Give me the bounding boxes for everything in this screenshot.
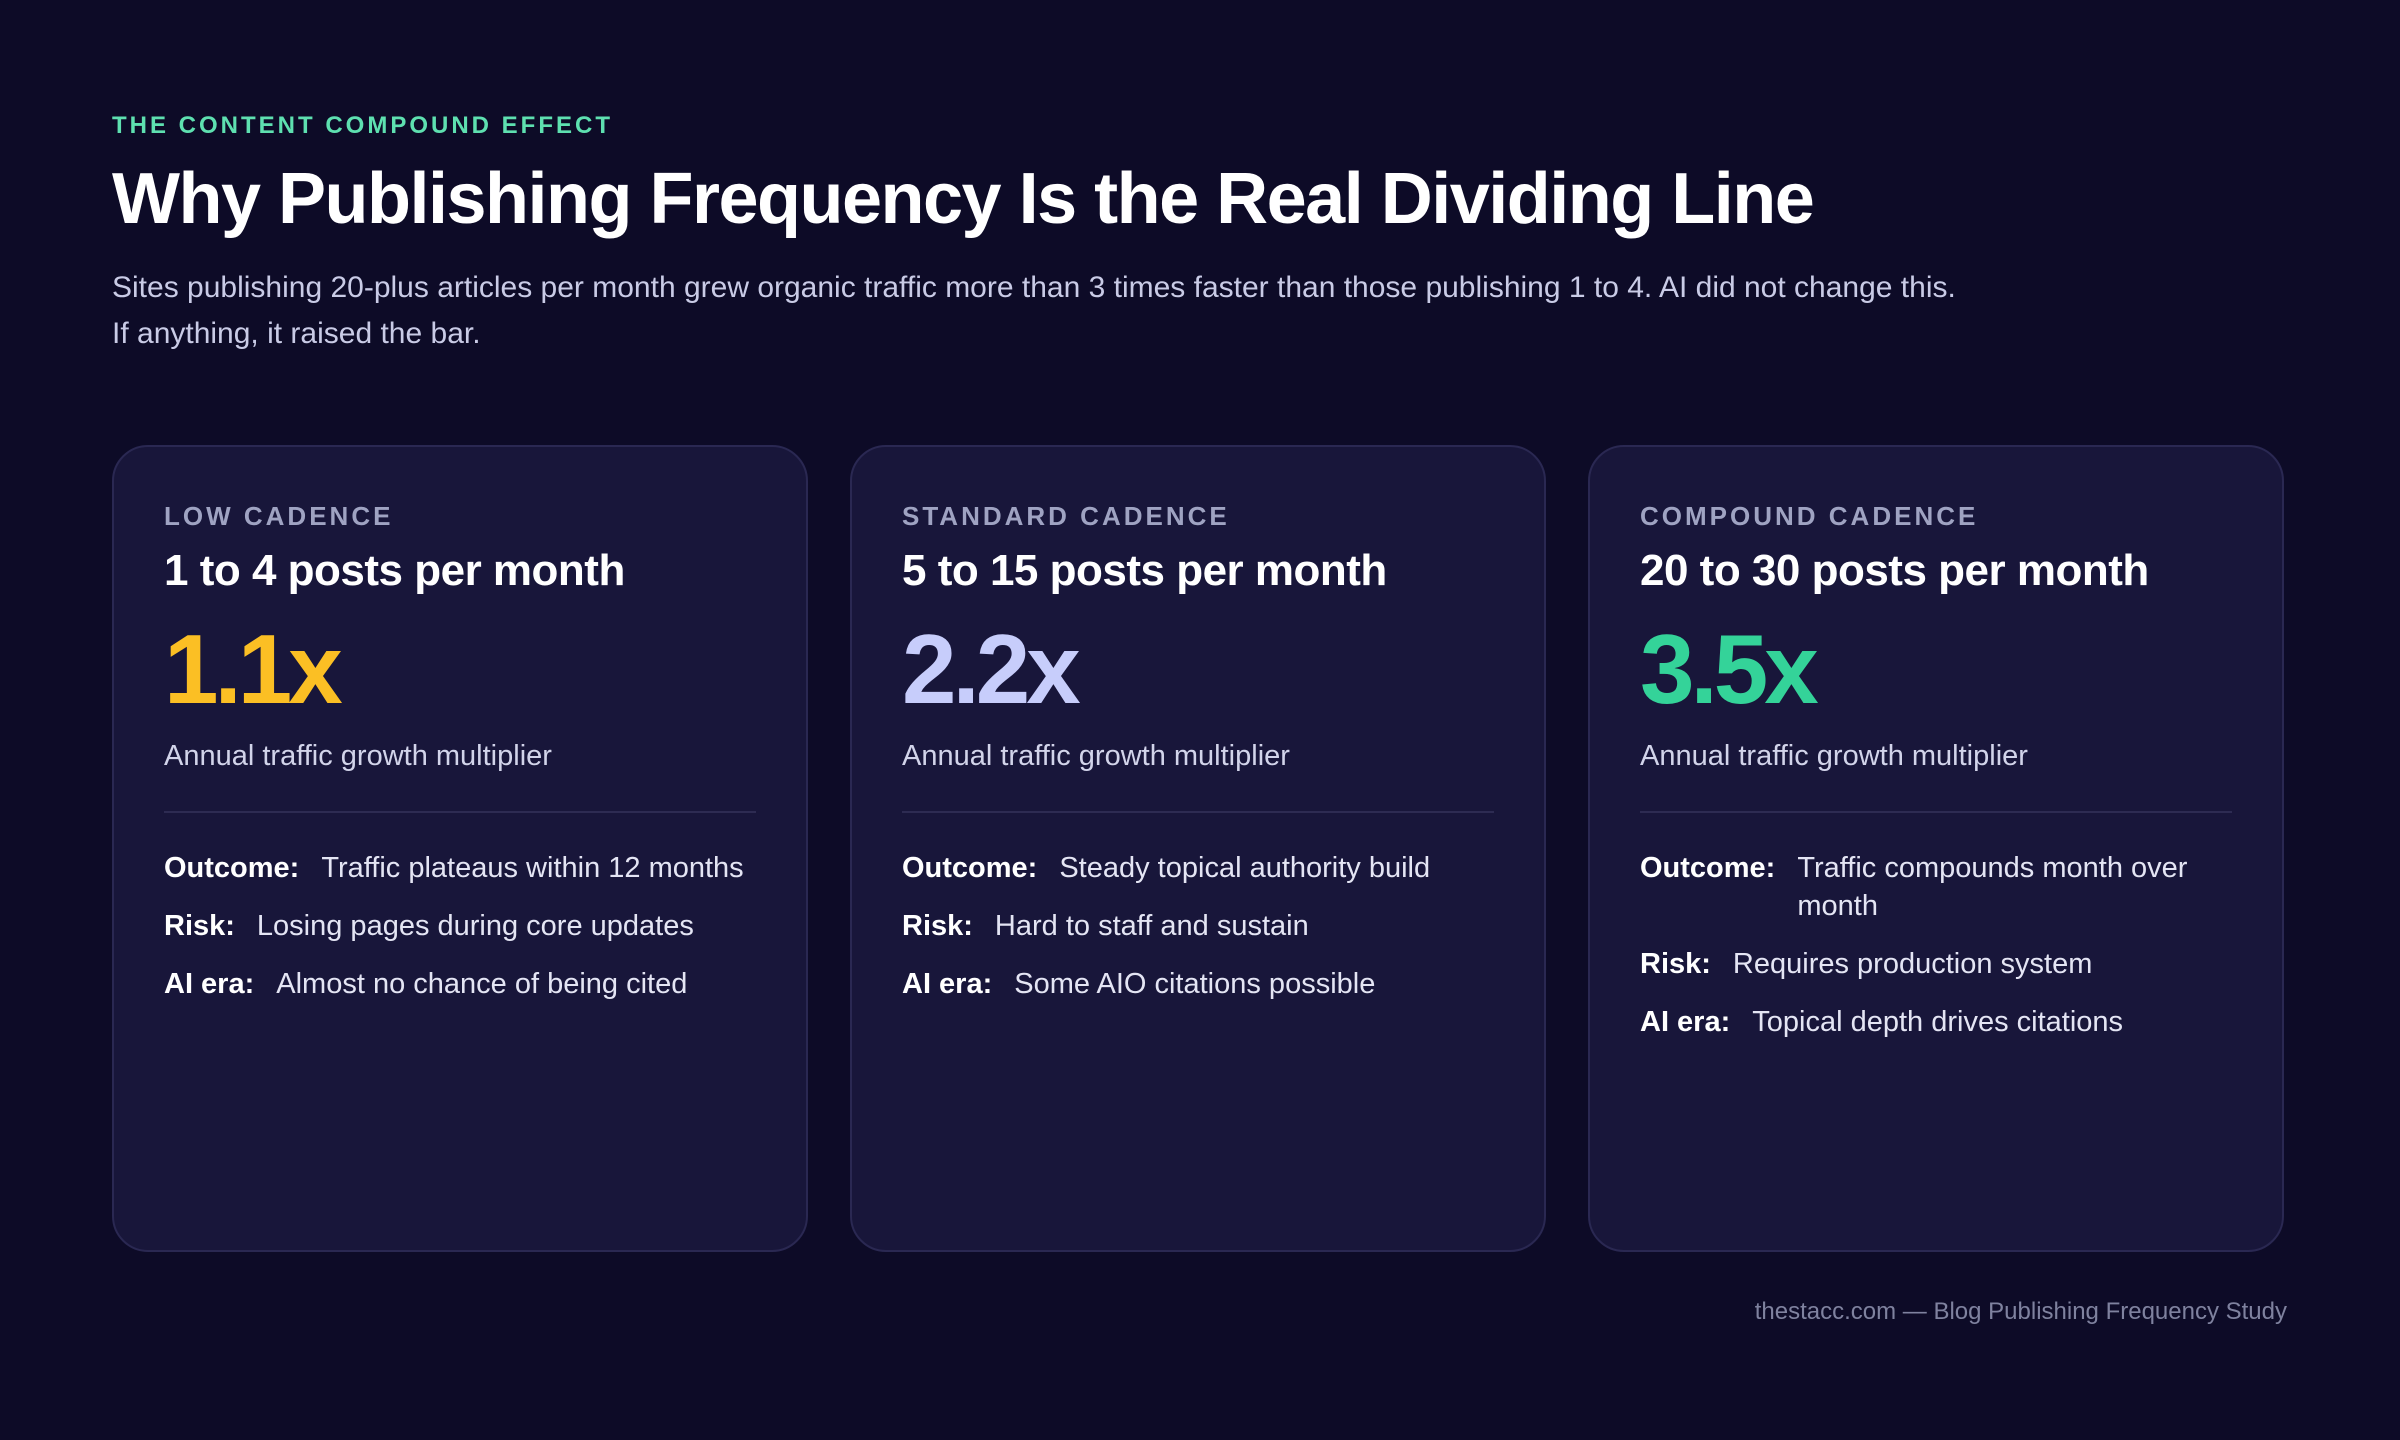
row-key: AI era: bbox=[902, 968, 993, 1000]
caption: Annual traffic growth multiplier bbox=[164, 740, 552, 772]
row-text: Almost no chance of being cited bbox=[276, 968, 688, 1000]
row-key: AI era: bbox=[1640, 1006, 1731, 1038]
title: Why Publishing Frequency Is the Real Div… bbox=[112, 159, 1815, 239]
multiplier: 2.2x bbox=[902, 614, 1081, 724]
footer: thestacc.com — Blog Publishing Frequency… bbox=[1754, 1298, 2287, 1325]
detail-row: Outcome: Traffic plateaus within 12 month… bbox=[164, 849, 756, 887]
card-label: STANDARD CADENCE bbox=[902, 501, 1230, 531]
row-text: Requires production system bbox=[1732, 948, 2093, 980]
row-text: Traffic plateaus within 12 months bbox=[321, 852, 744, 884]
divider bbox=[164, 811, 756, 813]
multiplier: 1.1x bbox=[164, 614, 343, 724]
detail-row: Risk: Requires production system bbox=[1640, 945, 2232, 983]
card-label: COMPOUND CADENCE bbox=[1640, 501, 1979, 531]
detail-row: AI era: Some AIO citations possible bbox=[902, 965, 1494, 1003]
multiplier: 3.5x bbox=[1640, 614, 1819, 724]
row-text: Losing pages during core updates bbox=[256, 910, 694, 942]
row-text: Steady topical authority build bbox=[1059, 852, 1431, 884]
row-key: Outcome: bbox=[902, 852, 1038, 884]
card-heading: 20 to 30 posts per month bbox=[1640, 546, 2149, 595]
row-text: Some AIO citations possible bbox=[1014, 968, 1376, 1000]
detail-row: Risk: Losing pages during core updates bbox=[164, 907, 756, 945]
cards: LOW CADENCE 1 to 4 posts per month 1.1x Ann… bbox=[112, 445, 2284, 1252]
subtitle: Sites publishing 20-plus articles per mo… bbox=[112, 271, 1956, 350]
card-heading: 1 to 4 posts per month bbox=[164, 546, 625, 595]
detail-row: Risk: Hard to staff and sustain bbox=[902, 907, 1494, 945]
row-key: Outcome: bbox=[164, 852, 300, 884]
row-key: Risk: bbox=[164, 910, 235, 942]
caption: Annual traffic growth multiplier bbox=[902, 740, 1290, 772]
detail-row: AI era: Topical depth drives citations bbox=[1640, 1003, 2232, 1041]
divider bbox=[902, 811, 1494, 813]
detail-row: AI era: Almost no chance of being cited bbox=[164, 965, 756, 1003]
row-text: Traffic compounds month over month bbox=[1797, 852, 2188, 922]
card: COMPOUND CADENCE 20 to 30 posts per month… bbox=[1588, 445, 2284, 1252]
row-key: Outcome: bbox=[1640, 852, 1776, 884]
card: LOW CADENCE 1 to 4 posts per month 1.1x Ann… bbox=[112, 445, 808, 1252]
row-text: Topical depth drives citations bbox=[1752, 1006, 2124, 1038]
eyebrow: THE CONTENT COMPOUND EFFECT bbox=[112, 112, 613, 139]
row-key: Risk: bbox=[1640, 948, 1711, 980]
card-heading: 5 to 15 posts per month bbox=[902, 546, 1387, 595]
row-key: AI era: bbox=[164, 968, 255, 1000]
caption: Annual traffic growth multiplier bbox=[1640, 740, 2028, 772]
row-key: Risk: bbox=[902, 910, 973, 942]
divider bbox=[1640, 811, 2232, 813]
row-text: Hard to staff and sustain bbox=[994, 910, 1309, 942]
detail-row: Outcome: Traffic compounds month over mon… bbox=[1640, 849, 2232, 925]
card-label: LOW CADENCE bbox=[164, 501, 394, 531]
detail-row: Outcome: Steady topical authority build bbox=[902, 849, 1494, 887]
card: STANDARD CADENCE 5 to 15 posts per month 2… bbox=[850, 445, 1546, 1252]
